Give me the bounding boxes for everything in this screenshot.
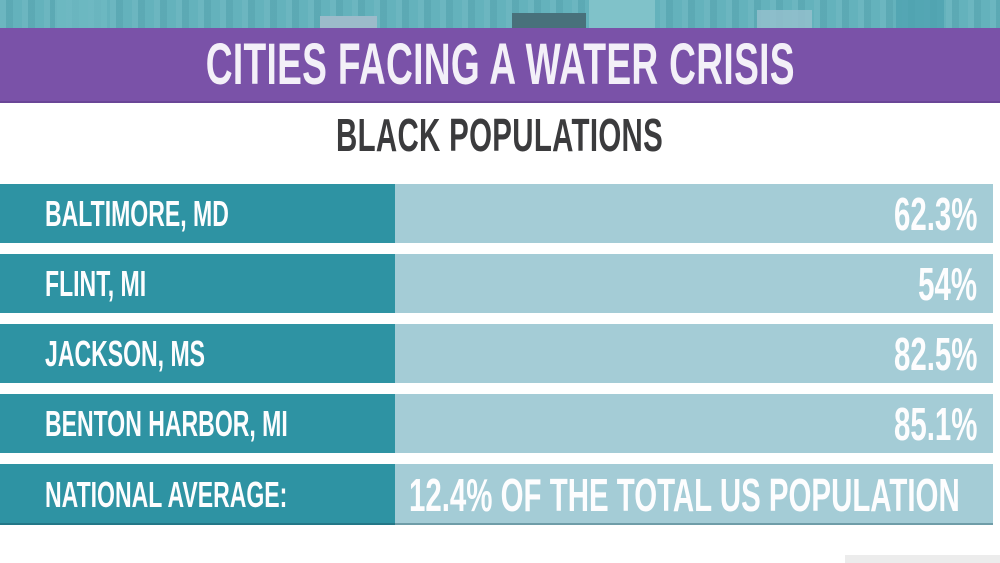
population-value: 54% — [918, 257, 977, 310]
population-value: 82.5% — [893, 327, 977, 380]
table-row-flint: FLINT, MI 54% — [0, 254, 1000, 313]
subtitle-row: BLACK POPULATIONS — [0, 103, 1000, 167]
population-value: 62.3% — [893, 187, 977, 240]
table-row-national-average: NATIONAL AVERAGE: 12.4% OF THE TOTAL US … — [0, 464, 1000, 525]
national-average-label: NATIONAL AVERAGE: — [45, 473, 288, 515]
city-name: FLINT, MI — [45, 262, 147, 304]
population-bar: 62.3% — [395, 184, 993, 243]
title-banner: CITIES FACING A WATER CRISIS — [0, 28, 1000, 103]
city-name: JACKSON, MS — [45, 332, 206, 374]
table-row-baltimore: BALTIMORE, MD 62.3% — [0, 184, 1000, 243]
population-bar: 82.5% — [395, 324, 993, 383]
city-name: BENTON HARBOR, MI — [45, 402, 288, 444]
page-subtitle: BLACK POPULATIONS — [336, 109, 664, 161]
population-bar: 54% — [395, 254, 993, 313]
national-average-label-cell: NATIONAL AVERAGE: — [0, 464, 395, 525]
table-row-jackson: JACKSON, MS 82.5% — [0, 324, 1000, 383]
city-name-cell: JACKSON, MS — [0, 324, 395, 383]
page-title: CITIES FACING A WATER CRISIS — [205, 32, 795, 97]
national-average-value-cell: 12.4% OF THE TOTAL US POPULATION — [395, 464, 993, 525]
lower-third-edge — [845, 555, 1000, 563]
national-average-value: 12.4% OF THE TOTAL US POPULATION — [409, 468, 960, 521]
city-name-cell: FLINT, MI — [0, 254, 395, 313]
population-bar: 85.1% — [395, 394, 993, 453]
data-rows: BALTIMORE, MD 62.3% FLINT, MI 54% JACKSO… — [0, 184, 1000, 525]
city-name: BALTIMORE, MD — [45, 192, 229, 234]
texture-streaks — [0, 0, 1000, 28]
background-texture — [0, 0, 1000, 28]
table-row-benton-harbor: BENTON HARBOR, MI 85.1% — [0, 394, 1000, 453]
city-name-cell: BALTIMORE, MD — [0, 184, 395, 243]
city-name-cell: BENTON HARBOR, MI — [0, 394, 395, 453]
population-value: 85.1% — [893, 397, 977, 450]
